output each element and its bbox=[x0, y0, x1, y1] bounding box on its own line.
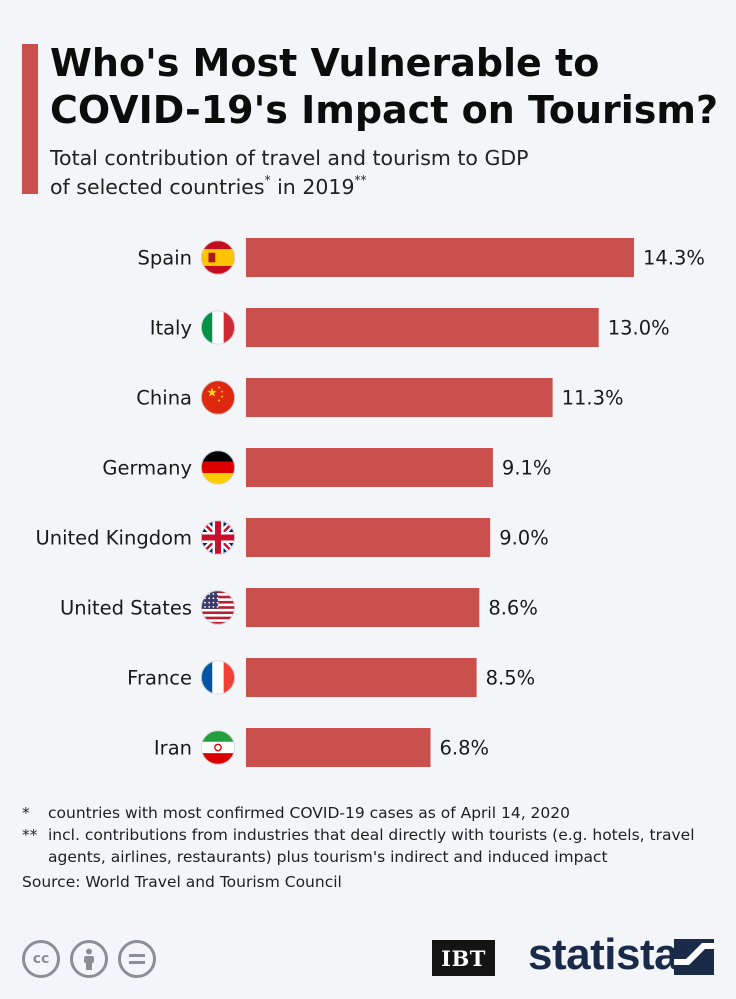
flag-outline bbox=[200, 240, 235, 275]
flag-outline bbox=[200, 730, 235, 765]
license-icons: cc bbox=[22, 940, 156, 978]
spain-flag-icon bbox=[201, 240, 235, 275]
value-label: 11.3% bbox=[562, 387, 624, 410]
footnote-2-mark: ** bbox=[22, 826, 38, 844]
flag-outline bbox=[200, 660, 235, 695]
flag-outline bbox=[200, 520, 235, 555]
bar bbox=[246, 518, 491, 557]
title-line-2: COVID-19's Impact on Tourism? bbox=[50, 88, 719, 132]
subtitle-footnote-mark-1: * bbox=[264, 173, 271, 188]
value-label: 8.5% bbox=[486, 667, 536, 690]
value-label: 9.0% bbox=[499, 527, 549, 550]
subtitle-line-1: Total contribution of travel and tourism… bbox=[50, 146, 529, 170]
footnote-1: * countries with most confirmed COVID-19… bbox=[22, 802, 722, 824]
bar bbox=[246, 588, 480, 627]
flag-outline bbox=[200, 310, 235, 345]
person-glyph bbox=[84, 948, 94, 970]
footnote-2: ** incl. contributions from industries t… bbox=[22, 824, 722, 868]
source-line: Source: World Travel and Tourism Council bbox=[22, 873, 342, 891]
flag-outline bbox=[200, 450, 235, 485]
bar bbox=[246, 728, 431, 767]
bar-row: France 8.5% bbox=[127, 658, 535, 697]
creative-commons-icon[interactable]: cc bbox=[22, 940, 60, 978]
category-label: United States bbox=[60, 597, 192, 620]
footnote-1-mark: * bbox=[22, 804, 30, 822]
flag-outline bbox=[200, 380, 235, 415]
bar-chart: Spain 14.3% Italy 13.0% China 11.3% Germany 9.1… bbox=[35, 238, 705, 767]
category-label: Germany bbox=[102, 457, 192, 480]
title-accent-bar bbox=[22, 44, 38, 194]
flag-outline bbox=[200, 590, 235, 625]
bar bbox=[246, 238, 634, 277]
bar bbox=[246, 308, 599, 347]
footnotes: * countries with most confirmed COVID-19… bbox=[22, 802, 722, 893]
value-label: 6.8% bbox=[440, 737, 490, 760]
germany-flag-icon bbox=[201, 450, 235, 485]
subtitle-text-a: of selected countries bbox=[50, 175, 265, 199]
bar-row: Germany 9.1% bbox=[102, 448, 551, 487]
bar bbox=[246, 448, 493, 487]
footnote-1-text: countries with most confirmed COVID-19 c… bbox=[48, 804, 570, 822]
bar-row: China 11.3% bbox=[136, 378, 624, 417]
bar-row: United Kingdom 9.0% bbox=[35, 518, 549, 557]
bar-row: Italy 13.0% bbox=[150, 308, 670, 347]
statista-mark-icon bbox=[674, 939, 714, 975]
category-label: France bbox=[127, 667, 192, 690]
category-label: China bbox=[136, 387, 192, 410]
footnote-2-text: incl. contributions from industries that… bbox=[48, 826, 695, 866]
cc-icon-label: cc bbox=[32, 951, 50, 967]
bar bbox=[246, 378, 553, 417]
china-flag-icon bbox=[201, 380, 235, 415]
france-flag-icon bbox=[201, 660, 235, 695]
title-line-1: Who's Most Vulnerable to bbox=[50, 41, 600, 85]
value-label: 14.3% bbox=[643, 247, 705, 270]
category-label: Italy bbox=[150, 317, 192, 340]
ibt-logo[interactable]: IBT bbox=[432, 940, 495, 976]
value-label: 9.1% bbox=[502, 457, 552, 480]
subtitle-text-b: in 2019 bbox=[270, 175, 355, 199]
no-derivatives-icon[interactable] bbox=[118, 940, 156, 978]
chart-title: Who's Most Vulnerable to COVID-19's Impa… bbox=[50, 40, 730, 134]
category-label: Spain bbox=[138, 247, 192, 270]
value-label: 13.0% bbox=[608, 317, 670, 340]
subtitle-footnote-mark-2: ** bbox=[354, 173, 367, 188]
subtitle-line-2: of selected countries* in 2019** bbox=[50, 173, 710, 202]
italy-flag-icon bbox=[201, 310, 235, 345]
category-label: Iran bbox=[154, 737, 192, 760]
uk-flag-icon bbox=[201, 520, 235, 555]
value-label: 8.6% bbox=[488, 597, 538, 620]
bar-row: Spain 14.3% bbox=[138, 238, 705, 277]
attribution-icon[interactable] bbox=[70, 940, 108, 978]
bar-row: Iran 6.8% bbox=[154, 728, 489, 767]
category-label: United Kingdom bbox=[35, 527, 192, 550]
bar bbox=[246, 658, 477, 697]
chart-subtitle: Total contribution of travel and tourism… bbox=[50, 144, 710, 202]
bar-row: United States 8.6% bbox=[60, 588, 538, 627]
equals-glyph bbox=[129, 954, 145, 964]
statista-logo[interactable]: statista bbox=[528, 930, 679, 979]
iran-flag-icon bbox=[201, 730, 235, 765]
